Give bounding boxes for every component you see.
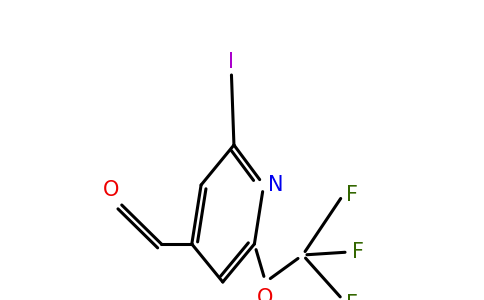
- Text: N: N: [268, 175, 284, 195]
- Text: O: O: [103, 181, 119, 200]
- Text: F: F: [346, 185, 358, 205]
- Text: F: F: [352, 242, 364, 262]
- Text: O: O: [257, 288, 274, 300]
- Text: F: F: [346, 294, 358, 300]
- Text: I: I: [228, 52, 234, 72]
